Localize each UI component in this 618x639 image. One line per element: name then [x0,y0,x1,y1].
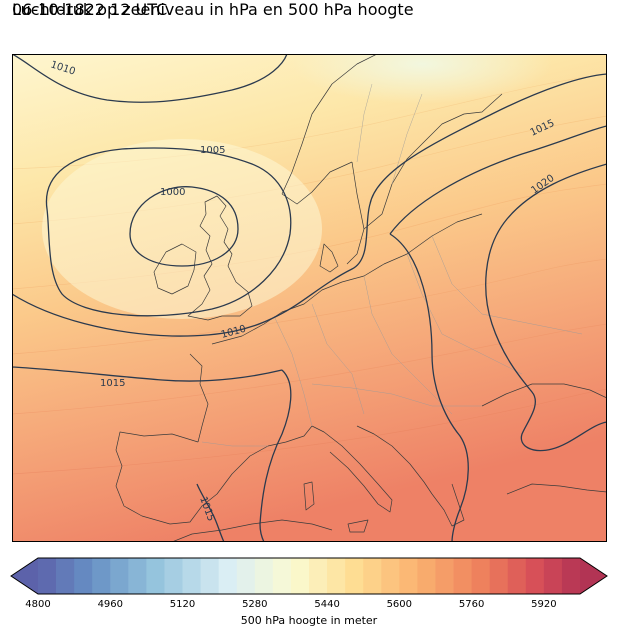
border [356,83,373,163]
country-borders [201,83,583,447]
high-pressure-light-zone [292,54,552,104]
isobars [12,54,607,542]
colorbar-cell [272,558,292,594]
colorbar-cell [254,558,274,594]
coast-sicily [347,519,369,533]
isobar-label: 1015 [100,378,125,389]
colorbar-cell [345,558,364,594]
colorbar [10,557,608,595]
colorbar-cell [92,558,111,594]
isobar-1020 [485,163,607,452]
colorbar-cell [381,558,400,594]
coast-finland [421,93,503,145]
colorbar-cell [128,558,147,594]
colorbar-cell [74,558,93,594]
isobar-1015-east [389,125,607,235]
colorbar-tick-label: 5440 [314,599,340,610]
border [201,441,268,447]
height-band [12,388,607,475]
isobar-1010-north [12,54,288,103]
colorbar-cell [38,558,57,594]
weather-map: 1010 1005 1000 1015 1020 1010 1015 1015 [12,54,607,542]
height-band [12,258,607,355]
border [406,253,523,375]
height-band [12,323,607,415]
border [431,235,583,335]
map-date-title: 06-10-1822 12 UTC [12,0,168,19]
border [363,275,453,415]
isobar-1000 [129,186,239,267]
height-contour-bands [12,73,607,475]
colorbar-cell [453,558,472,594]
colorbar-cell [435,558,454,594]
coast-scandinavia-norway [281,54,378,205]
colorbar-tick-label: 5120 [169,599,196,610]
isobar-1010-central [12,73,607,337]
coast-greece [431,483,465,527]
colorbar-cells [10,557,608,595]
colorbar-extend-low-arrow [11,558,38,594]
colorbar-cell [218,558,238,594]
colorbar-cell [363,558,382,594]
isobar-1015-south [196,483,225,542]
coast-britain [187,195,253,321]
colorbar-cell [182,558,201,594]
coast-black-sea [481,383,607,407]
coast-north-africa [171,519,333,542]
colorbar-tick-label: 5280 [242,599,268,610]
colorbar-extend-high-arrow [580,558,607,594]
colorbar-cell [417,558,436,594]
colorbar-cell [525,558,545,594]
border [311,303,365,415]
low-pressure-light-zone [42,139,322,319]
colorbar-cell [56,558,75,594]
colorbar-tick-label: 5920 [531,599,557,610]
colorbar-tick-label: 4800 [25,599,51,610]
colorbar-cell [164,558,183,594]
isobar-1005 [45,147,292,317]
colorbar-cell [471,558,491,594]
colorbar-cell [543,558,563,594]
colorbar-cell [110,558,129,594]
colorbar-cell [399,558,418,594]
colorbar-cell [327,558,346,594]
colorbar-tick-label: 5600 [386,599,413,610]
coast-ireland [153,243,197,295]
coast-italy [311,425,393,513]
isobar-label: 1005 [200,145,225,156]
isobar-1015-west [12,366,283,382]
map-subtitle: Luchtdruk op zeeniveau in hPa en 500 hPa… [12,0,414,19]
colorbar-tick-label: 4960 [97,599,124,610]
colorbar-cell [200,558,220,594]
colorbar-cell [146,558,165,594]
colorbar-cell [489,558,509,594]
border [273,315,313,427]
coast-turkey [506,483,607,495]
map-frame [12,54,607,542]
colorbar-cell [561,558,581,594]
isobar-1015-central [259,369,292,542]
coast-france-biscay [189,353,209,443]
border [311,383,482,407]
colorbar-cell [309,558,328,594]
coast-adriatic [356,425,433,495]
coast-sardinia [303,481,315,511]
colorbar-outline [10,557,608,595]
coast-denmark [319,243,339,273]
colorbar-tick-label: 5760 [458,599,485,610]
colorbar-label: 500 hPa hoogte in meter [240,614,378,627]
colorbar-cell [290,558,310,594]
land-coastlines [115,54,607,542]
coast-iberia [115,431,269,525]
colorbar-cell [507,558,527,594]
isobar-1015-east-curve [389,233,469,542]
isobar-label: 1000 [160,187,185,198]
colorbar-cell [236,558,256,594]
